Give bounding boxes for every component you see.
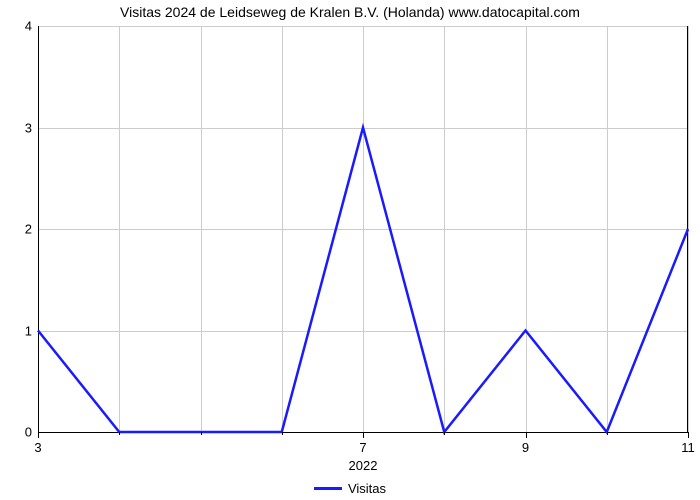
gridline-v	[688, 26, 689, 432]
x-sub-label: 2022	[349, 458, 378, 473]
x-minor-tick	[282, 432, 283, 435]
x-minor-tick	[201, 432, 202, 435]
y-tick-label: 2	[14, 222, 32, 237]
x-minor-tick	[119, 432, 120, 435]
y-tick-label: 3	[14, 120, 32, 135]
chart-title: Visitas 2024 de Leidseweg de Kralen B.V.…	[0, 4, 700, 20]
chart-container: Visitas 2024 de Leidseweg de Kralen B.V.…	[0, 0, 700, 500]
x-major-tick	[526, 432, 527, 438]
x-tick-label: 9	[522, 440, 529, 455]
legend: Visitas	[0, 478, 700, 496]
x-major-tick	[688, 432, 689, 438]
x-major-tick	[38, 432, 39, 438]
x-major-tick	[363, 432, 364, 438]
legend-label: Visitas	[348, 481, 386, 496]
x-minor-tick	[607, 432, 608, 435]
legend-swatch	[314, 487, 342, 490]
y-tick-label: 4	[14, 19, 32, 34]
x-tick-label: 11	[681, 440, 695, 455]
x-tick-label: 3	[34, 440, 41, 455]
y-tick-label: 0	[14, 425, 32, 440]
series-line	[38, 26, 688, 432]
x-minor-tick	[444, 432, 445, 435]
plot-area	[38, 26, 688, 432]
x-tick-label: 7	[359, 440, 366, 455]
y-tick-label: 1	[14, 323, 32, 338]
legend-item-visitas: Visitas	[314, 481, 386, 496]
